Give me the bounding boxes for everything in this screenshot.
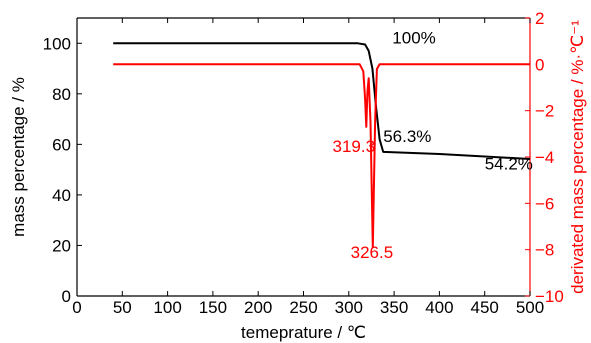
annotations: 100% 56.3% 54.2% 319.3 326.5 — [332, 28, 532, 262]
y-tick-label: 40 — [52, 186, 71, 205]
y-tick-label: 100 — [43, 34, 71, 53]
x-tick-label: 450 — [471, 298, 499, 317]
x-tick-label: 250 — [289, 298, 317, 317]
y2-tick-label: 2 — [535, 9, 544, 28]
y-tick-label: 80 — [52, 85, 71, 104]
x-tick-label: 200 — [244, 298, 272, 317]
x-tick-label: 100 — [153, 298, 181, 317]
axes: 0 50 100 150 200 250 300 350 400 450 5000204060801… — [43, 9, 564, 317]
x-tick-label: 50 — [113, 298, 132, 317]
tga-curve — [113, 42, 531, 160]
y-axis-title: mass percentage / % — [9, 77, 28, 237]
annotation-label: 56.3% — [383, 127, 431, 146]
x-tick-label: 400 — [425, 298, 453, 317]
annotation-label: 54.2% — [485, 155, 533, 174]
y-tick-label: 60 — [52, 135, 71, 154]
x-tick-label: 500 — [516, 298, 544, 317]
y2-tick-label: −6 — [535, 194, 554, 213]
annotation-label: 100% — [392, 28, 435, 47]
y-tick-label: 20 — [52, 236, 71, 255]
x-axis-title: temeprature / ℃ — [241, 323, 366, 342]
x-tick-label: 350 — [380, 298, 408, 317]
x-tick-label: 300 — [335, 298, 363, 317]
annotation-label: 326.5 — [351, 243, 394, 262]
annotation-label: 319.3 — [332, 137, 375, 156]
y2-tick-label: 0 — [535, 55, 544, 74]
y2-tick-label: −8 — [535, 241, 554, 260]
y-tick-label: 0 — [62, 287, 71, 306]
dtg-curve — [113, 63, 530, 249]
y2-tick-label: −4 — [535, 148, 554, 167]
series — [113, 42, 531, 249]
x-tick-label: 150 — [199, 298, 227, 317]
y2-axis-title: derivated mass percentage / %·℃⁻¹ — [568, 20, 587, 294]
x-tick-label: 0 — [72, 298, 81, 317]
y2-tick-label: −2 — [535, 102, 554, 121]
y2-tick-label: −10 — [535, 287, 564, 306]
